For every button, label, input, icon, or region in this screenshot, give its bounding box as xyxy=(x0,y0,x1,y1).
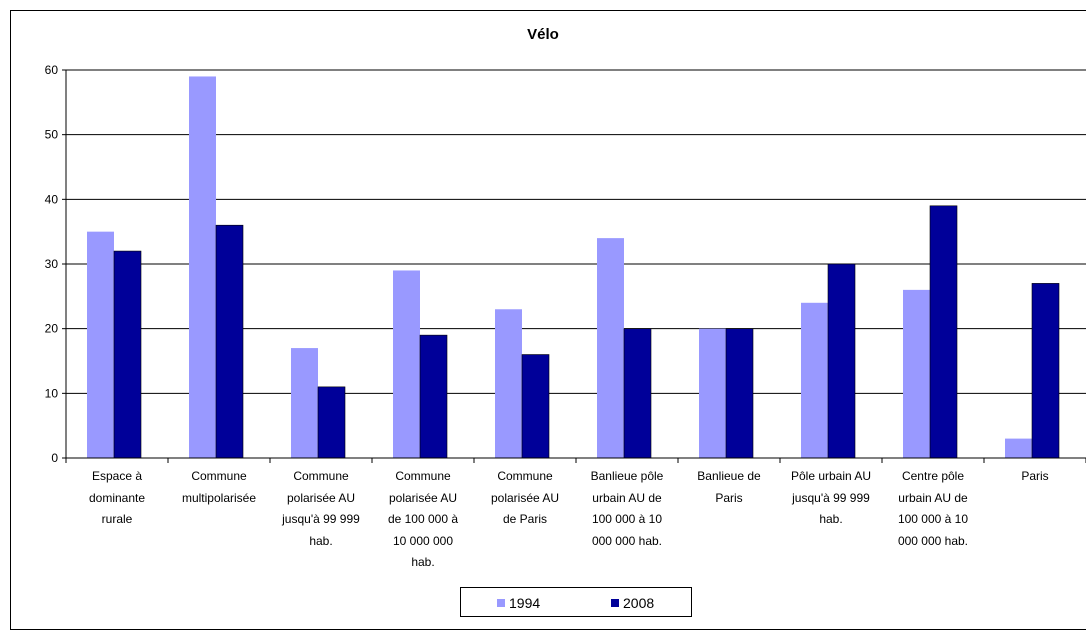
category-label-line: Centre pôle xyxy=(901,469,965,483)
category-label: Banlieue de Paris xyxy=(678,466,780,509)
category-label-line: rurale xyxy=(101,512,133,526)
category-label-line: hab. xyxy=(819,512,843,526)
bar-2008-6 xyxy=(725,328,754,459)
category-label-line: 000 000 hab. xyxy=(897,533,969,548)
category-label: Commune multipolarisée xyxy=(168,466,270,509)
category-label-line: hab. xyxy=(309,533,333,548)
category-label: Banlieue pôle urbain AU de 100 000 à 10 000… xyxy=(576,466,678,552)
legend-item: 2008 xyxy=(611,588,654,618)
category-label: Commune polarisée AU jusqu'à 99 999 hab. xyxy=(270,466,372,552)
category-label-line: multipolarisée xyxy=(181,490,257,505)
legend-label: 1994 xyxy=(509,595,541,611)
category-label-line: polarisée AU xyxy=(490,490,560,505)
legend-swatch xyxy=(611,599,619,607)
chart-title: Vélo xyxy=(527,26,559,43)
category-label-line: Banlieue de xyxy=(697,469,761,483)
category-label-line: hab. xyxy=(411,555,435,569)
category-label-line: Commune xyxy=(497,469,553,483)
category-label-line: 100 000 à 10 xyxy=(591,512,663,526)
category-label-line: de 100 000 à xyxy=(387,512,459,526)
legend: 1994 2008 xyxy=(460,587,692,617)
category-label-line: polarisée AU xyxy=(286,490,356,505)
category-label-line: Paris xyxy=(1021,469,1049,483)
bar-1994-8 xyxy=(903,289,930,458)
bar-2008-2 xyxy=(317,386,346,459)
category-label-line: Paris xyxy=(715,490,743,505)
category-label-line: jusqu'à 99 999 xyxy=(282,512,360,526)
category-label-line: 100 000 à 10 xyxy=(897,512,969,526)
y-tick-label: 0 xyxy=(51,451,58,465)
category-label: Centre pôle urbain AU de 100 000 à 10 000 0… xyxy=(882,466,984,552)
bar-2008-8 xyxy=(929,205,958,459)
bar-1994-0 xyxy=(87,231,114,458)
y-tick-label: 30 xyxy=(45,257,59,271)
category-label-line: 10 000 000 xyxy=(392,533,454,548)
bar-1994-2 xyxy=(291,348,318,458)
category-label-line: Commune xyxy=(395,469,451,483)
bar-1994-1 xyxy=(189,76,216,458)
bar-1994-5 xyxy=(597,238,624,458)
bar-2008-0 xyxy=(113,250,142,459)
bar-2008-9 xyxy=(1031,283,1060,459)
y-tick-label: 40 xyxy=(45,192,59,206)
category-label: Paris xyxy=(984,466,1086,488)
category-label-line: urbain AU de xyxy=(592,490,662,505)
bar-2008-1 xyxy=(215,224,244,459)
bar-2008-5 xyxy=(623,328,652,459)
legend-item: 1994 xyxy=(497,588,540,618)
y-tick-label: 20 xyxy=(45,322,59,336)
category-label-line: Banlieue pôle xyxy=(590,469,664,483)
category-label: Commune polarisée AU de 100 000 à 10 000 00… xyxy=(372,466,474,574)
bar-2008-4 xyxy=(521,354,550,459)
category-label-line: jusqu'à 99 999 xyxy=(792,490,870,505)
y-tick-label: 60 xyxy=(45,63,59,77)
category-label: Espace à dominante rurale xyxy=(66,466,168,531)
bar-2008-7 xyxy=(827,263,856,459)
y-tick-label: 50 xyxy=(45,128,59,142)
bar-1994-6 xyxy=(699,328,726,458)
category-label-line: polarisée AU xyxy=(388,490,458,505)
category-label-line: Commune xyxy=(293,469,349,483)
category-label-line: urbain AU de xyxy=(898,490,968,505)
bar-1994-9 xyxy=(1005,438,1032,458)
legend-label: 2008 xyxy=(623,595,655,611)
category-label-line: dominante xyxy=(88,490,146,505)
category-label-line: de Paris xyxy=(502,512,548,526)
bar-1994-7 xyxy=(801,302,828,458)
category-label-line: Pôle urbain AU xyxy=(790,469,872,483)
bar-1994-3 xyxy=(393,270,420,458)
category-label-line: Commune xyxy=(191,469,247,483)
bar-1994-4 xyxy=(495,309,522,458)
bar-2008-3 xyxy=(419,334,448,459)
y-tick-label: 10 xyxy=(45,386,59,400)
legend-swatch xyxy=(497,599,505,607)
category-label-line: 000 000 hab. xyxy=(591,533,663,548)
category-label-line: Espace à xyxy=(91,469,143,483)
category-label: Commune polarisée AU de Paris xyxy=(474,466,576,531)
category-label: Pôle urbain AU jusqu'à 99 999 hab. xyxy=(780,466,882,531)
